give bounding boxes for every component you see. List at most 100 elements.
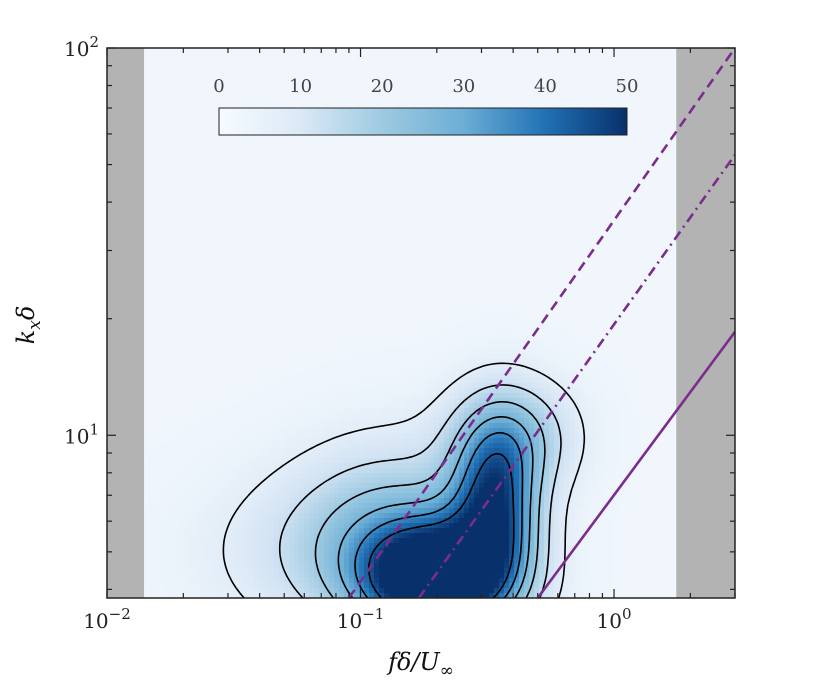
heatmap-cell — [659, 168, 665, 174]
heatmap-cell — [309, 168, 315, 174]
heatmap-cell — [429, 148, 435, 154]
heatmap-cell — [254, 278, 260, 284]
heatmap-cell — [564, 228, 570, 234]
heatmap-cell — [324, 273, 330, 279]
heatmap-cell — [664, 233, 670, 239]
heatmap-cell — [409, 173, 415, 179]
heatmap-cell — [159, 268, 165, 274]
heatmap-cell — [599, 83, 605, 89]
heatmap-cell — [499, 73, 505, 79]
heatmap-cell — [269, 148, 275, 154]
heatmap-cell — [564, 133, 570, 139]
heatmap-cell — [374, 93, 380, 99]
heatmap-cell — [164, 173, 170, 179]
heatmap-cell — [224, 133, 230, 139]
heatmap-cell — [654, 223, 660, 229]
heatmap-cell — [629, 108, 635, 114]
heatmap-cell — [604, 173, 610, 179]
heatmap-cell — [279, 258, 285, 264]
heatmap-cell — [544, 198, 550, 204]
heatmap-cell — [614, 258, 620, 264]
heatmap-cell — [404, 48, 410, 54]
heatmap-cell — [669, 253, 675, 259]
heatmap-cell — [159, 248, 165, 254]
heatmap-cell — [469, 158, 475, 164]
heatmap-cell — [344, 168, 350, 174]
heatmap-cell — [229, 168, 235, 174]
heatmap-cell — [484, 133, 490, 139]
heatmap-cell — [629, 143, 635, 149]
heatmap-cell — [459, 133, 465, 139]
heatmap-cell — [434, 268, 440, 274]
heatmap-cell — [614, 93, 620, 99]
heatmap-cell — [634, 268, 640, 274]
heatmap-cell — [669, 163, 675, 169]
heatmap-cell — [374, 258, 380, 264]
heatmap-cell — [184, 73, 190, 79]
heatmap-cell — [479, 58, 485, 64]
heatmap-cell — [484, 268, 490, 274]
heatmap-cell — [529, 243, 535, 249]
heatmap-cell — [534, 73, 540, 79]
heatmap-cell — [474, 198, 480, 204]
heatmap-cell — [174, 188, 180, 194]
heatmap-cell — [529, 253, 535, 259]
heatmap-cell — [234, 253, 240, 259]
heatmap-cell — [394, 143, 400, 149]
heatmap-cell — [354, 198, 360, 204]
heatmap-cell — [594, 138, 600, 144]
heatmap-cell — [589, 53, 595, 59]
heatmap-cell — [274, 83, 280, 89]
heatmap-cell — [329, 158, 335, 164]
heatmap-cell — [219, 233, 225, 239]
heatmap-cell — [579, 143, 585, 149]
heatmap-cell — [424, 48, 430, 54]
heatmap-cell — [549, 258, 555, 264]
heatmap-cell — [184, 98, 190, 104]
heatmap-cell — [294, 138, 300, 144]
heatmap-cell — [194, 73, 200, 79]
heatmap-cell — [304, 63, 310, 69]
heatmap-cell — [389, 228, 395, 234]
heatmap-cell — [304, 53, 310, 59]
heatmap-cell — [594, 253, 600, 259]
heatmap-cell — [214, 248, 220, 254]
heatmap-cell — [199, 188, 205, 194]
heatmap-cell — [179, 93, 185, 99]
heatmap-cell — [534, 58, 540, 64]
heatmap-cell — [634, 178, 640, 184]
heatmap-cell — [669, 83, 675, 89]
heatmap-cell — [379, 228, 385, 234]
heatmap-cell — [524, 68, 530, 74]
heatmap-cell — [454, 78, 460, 84]
heatmap-cell — [434, 213, 440, 219]
heatmap-cell — [149, 118, 155, 124]
heatmap-cell — [519, 173, 525, 179]
heatmap-cell — [669, 123, 675, 129]
heatmap-cell — [574, 173, 580, 179]
heatmap-cell — [234, 83, 240, 89]
heatmap-cell — [194, 53, 200, 59]
heatmap-cell — [389, 163, 395, 169]
heatmap-cell — [584, 83, 590, 89]
heatmap-cell — [179, 228, 185, 234]
heatmap-cell — [344, 98, 350, 104]
heatmap-cell — [159, 178, 165, 184]
heatmap-cell — [334, 148, 340, 154]
heatmap-cell — [439, 233, 445, 239]
heatmap-cell — [469, 223, 475, 229]
heatmap-cell — [319, 163, 325, 169]
heatmap-cell — [444, 58, 450, 64]
heatmap-cell — [274, 173, 280, 179]
heatmap-cell — [434, 223, 440, 229]
heatmap-cell — [179, 223, 185, 229]
heatmap-cell — [494, 258, 500, 264]
heatmap-cell — [534, 143, 540, 149]
heatmap-cell — [414, 93, 420, 99]
heatmap-cell — [394, 133, 400, 139]
heatmap-cell — [554, 153, 560, 159]
heatmap-cell — [254, 243, 260, 249]
heatmap-cell — [504, 248, 510, 254]
heatmap-cell — [434, 103, 440, 109]
heatmap-cell — [659, 68, 665, 74]
